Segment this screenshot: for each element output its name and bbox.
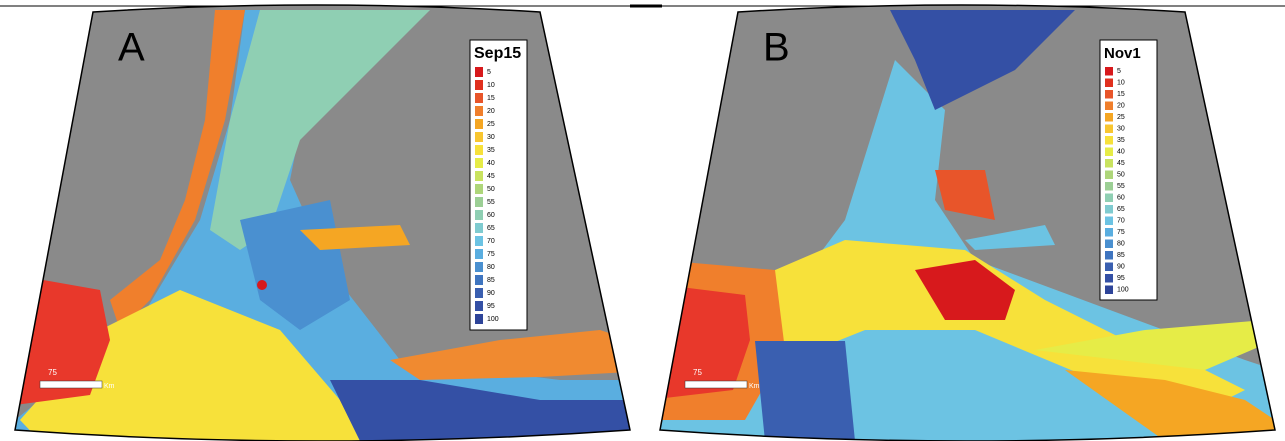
- map-panel: B Nov1 5 10 15 20 25 30 35 40 45 50 55 60 65 70 75 80 85 90…: [645, 0, 1285, 441]
- legend-swatch: [1105, 171, 1113, 180]
- legend-swatch: [475, 301, 483, 311]
- legend-swatch: [475, 106, 483, 116]
- legend-label: 75: [487, 251, 495, 258]
- legend-label: 90: [1117, 264, 1125, 271]
- scale-bar-unit: Km: [749, 383, 760, 390]
- legend-label: 15: [1117, 91, 1125, 98]
- legend-swatch: [1105, 67, 1113, 76]
- legend-label: 35: [1117, 137, 1125, 144]
- legend-label: 25: [1117, 114, 1125, 121]
- legend-swatch: [475, 171, 483, 181]
- legend-swatch: [1105, 79, 1113, 88]
- map-body: [645, 0, 1285, 441]
- legend-label: 55: [1117, 183, 1125, 190]
- legend-label: 100: [1117, 287, 1129, 294]
- legend-swatch: [1105, 251, 1113, 260]
- scale-bar: [40, 381, 102, 388]
- legend-swatch: [475, 262, 483, 272]
- legend-swatch: [475, 132, 483, 142]
- legend-swatch: [1105, 194, 1113, 203]
- legend-swatch: [1105, 90, 1113, 99]
- legend-label: 15: [487, 95, 495, 102]
- legend-label: 70: [1117, 218, 1125, 225]
- map-panel: A Sep15 5 10 15 20 25 30 35 40 45 50 55 60 65 70 75 80 85 9…: [0, 0, 645, 441]
- legend-swatch: [475, 314, 483, 324]
- legend-label: 95: [487, 303, 495, 310]
- legend-swatch: [475, 275, 483, 285]
- scale-bar: [685, 381, 747, 388]
- legend-label: 5: [1117, 68, 1121, 75]
- legend-swatch: [475, 223, 483, 233]
- legend-label: 55: [487, 199, 495, 206]
- panel-letter: A: [118, 26, 145, 70]
- legend-label: 85: [1117, 252, 1125, 259]
- legend-swatch: [475, 158, 483, 168]
- legend-label: 100: [487, 316, 499, 323]
- legend-label: 10: [487, 82, 495, 89]
- water: [257, 280, 267, 290]
- legend-label: 80: [487, 264, 495, 271]
- legend-swatch: [1105, 148, 1113, 157]
- legend-label: 30: [487, 134, 495, 141]
- legend-label: 70: [487, 238, 495, 245]
- legend-swatch: [1105, 286, 1113, 295]
- map-body: [0, 0, 645, 441]
- legend-title: Nov1: [1104, 45, 1141, 62]
- legend-label: 30: [1117, 126, 1125, 133]
- water: [755, 341, 855, 441]
- legend-swatch: [1105, 159, 1113, 168]
- legend-title: Sep15: [474, 45, 521, 62]
- legend-label: 25: [487, 121, 495, 128]
- legend-label: 45: [1117, 160, 1125, 167]
- legend-swatch: [475, 184, 483, 194]
- legend-label: 20: [487, 108, 495, 115]
- legend-label: 65: [487, 225, 495, 232]
- legend-label: 60: [487, 212, 495, 219]
- legend-label: 45: [487, 173, 495, 180]
- legend-label: 75: [1117, 229, 1125, 236]
- legend-label: 90: [487, 290, 495, 297]
- legend-swatch: [1105, 217, 1113, 226]
- legend-swatch: [475, 288, 483, 298]
- legend-label: 5: [487, 69, 491, 76]
- legend-swatch: [1105, 263, 1113, 272]
- legend-swatch: [475, 210, 483, 220]
- legend-swatch: [1105, 228, 1113, 237]
- legend-label: 85: [487, 277, 495, 284]
- figure: A Sep15 5 10 15 20 25 30 35 40 45 50 55 60 65 70 75 80 85 9…: [0, 0, 1285, 441]
- legend-swatch: [475, 119, 483, 129]
- legend-swatch: [475, 236, 483, 246]
- legend-label: 20: [1117, 103, 1125, 110]
- legend-swatch: [475, 197, 483, 207]
- legend-swatch: [475, 93, 483, 103]
- legend-label: 40: [487, 160, 495, 167]
- legend-label: 50: [1117, 172, 1125, 179]
- legend-label: 95: [1117, 275, 1125, 282]
- legend-swatch: [475, 67, 483, 77]
- legend-label: 40: [1117, 149, 1125, 156]
- legend-swatch: [475, 80, 483, 90]
- legend-label: 60: [1117, 195, 1125, 202]
- legend-swatch: [1105, 240, 1113, 249]
- legend-label: 10: [1117, 80, 1125, 87]
- panel-letter: B: [763, 26, 790, 70]
- legend-swatch: [475, 249, 483, 259]
- scale-bar-value: 75: [48, 368, 57, 377]
- legend-swatch: [1105, 125, 1113, 134]
- scale-bar-unit: Km: [104, 383, 115, 390]
- legend-swatch: [1105, 182, 1113, 191]
- legend-label: 80: [1117, 241, 1125, 248]
- scale-bar-value: 75: [693, 368, 702, 377]
- legend-swatch: [1105, 136, 1113, 145]
- legend-label: 65: [1117, 206, 1125, 213]
- legend-swatch: [475, 145, 483, 155]
- legend-label: 50: [487, 186, 495, 193]
- legend-swatch: [1105, 274, 1113, 283]
- legend-label: 35: [487, 147, 495, 154]
- legend-swatch: [1105, 102, 1113, 111]
- legend-swatch: [1105, 113, 1113, 122]
- legend-swatch: [1105, 205, 1113, 214]
